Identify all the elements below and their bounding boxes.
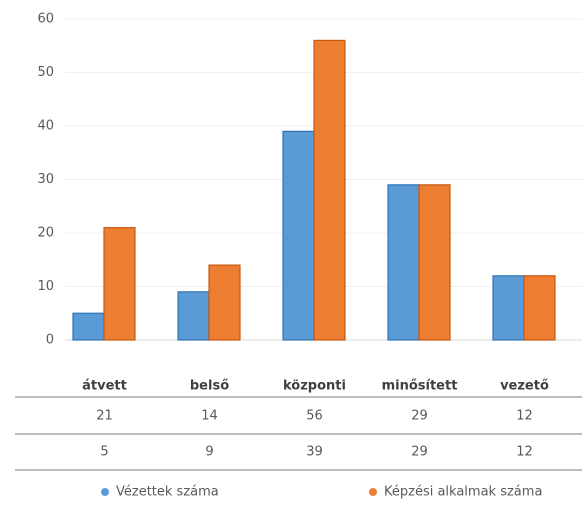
bar	[523, 275, 556, 341]
bar	[282, 130, 315, 341]
table-header: minősített	[382, 379, 458, 394]
bar	[387, 184, 420, 341]
y-tick-label: 0	[46, 333, 54, 348]
bar	[492, 275, 525, 341]
table-header: központi	[283, 379, 346, 394]
table-cell: 29	[411, 445, 428, 460]
bar	[103, 227, 136, 341]
table-header: belső	[190, 379, 229, 394]
legend-label: Képzési alkalmak száma	[384, 485, 542, 500]
y-tick-label: 10	[37, 279, 54, 294]
table-cell: 12	[516, 409, 533, 424]
table-cell: 21	[96, 409, 113, 424]
y-tick-label: 50	[37, 65, 54, 80]
bar	[418, 184, 451, 341]
bar	[177, 291, 210, 341]
table-header: vezető	[500, 379, 549, 394]
bar	[313, 39, 346, 341]
bar	[72, 312, 105, 341]
y-tick-label: 40	[37, 119, 54, 134]
table-cell: 39	[306, 445, 323, 460]
table-cell: 14	[201, 409, 218, 424]
legend-label: Vézettek száma	[116, 485, 219, 500]
bar	[208, 264, 241, 341]
table-cell: 29	[411, 409, 428, 424]
table-cell: 9	[205, 445, 213, 460]
table-cell: 12	[516, 445, 533, 460]
y-tick-label: 20	[37, 226, 54, 241]
table-cell: 5	[100, 445, 108, 460]
y-tick-label: 60	[37, 12, 54, 27]
table-header: átvett	[82, 379, 127, 394]
table-cell: 56	[306, 409, 323, 424]
legend-marker	[369, 488, 377, 496]
y-tick-label: 30	[37, 172, 54, 187]
legend-marker	[101, 488, 109, 496]
